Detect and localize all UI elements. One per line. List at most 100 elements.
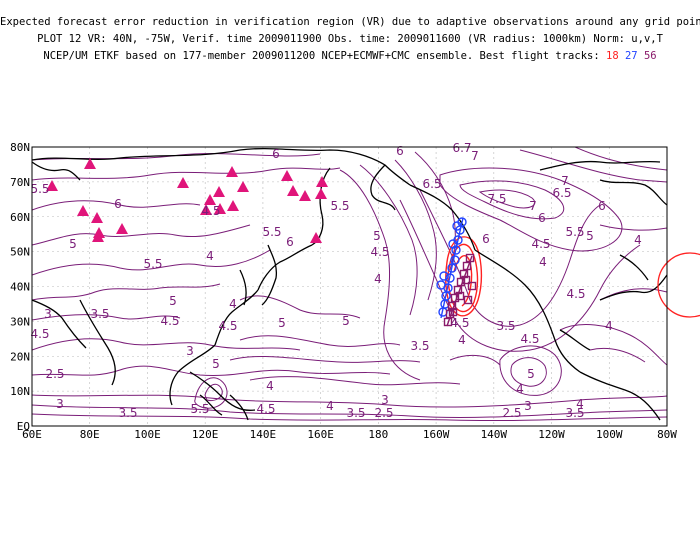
latitude-labels: 80N 70N 60N 50N 40N 30N 20N 10N EQ bbox=[10, 141, 30, 433]
contour-label: 3 bbox=[56, 397, 64, 411]
flight-tracks bbox=[436, 217, 479, 327]
observation-triangle bbox=[237, 181, 249, 192]
track-blue-marker bbox=[436, 280, 446, 290]
contour-label: 7 bbox=[471, 149, 479, 163]
longitude-label: 80E bbox=[80, 428, 100, 441]
contour-label: 5 bbox=[212, 357, 220, 371]
observation-triangle bbox=[91, 212, 103, 223]
observation-triangle bbox=[299, 190, 311, 201]
longitude-label: 140E bbox=[250, 428, 277, 441]
contour-label: 4.5 bbox=[566, 287, 585, 301]
contour-label: 3.5 bbox=[565, 406, 584, 420]
verification-region-circle bbox=[657, 252, 700, 318]
contour-label: 2.5 bbox=[45, 367, 64, 381]
contour-label: 7 bbox=[529, 199, 537, 213]
track-purple-marker bbox=[463, 295, 473, 305]
track-blue bbox=[440, 217, 464, 319]
contour-label: 3 bbox=[44, 307, 52, 321]
track-count-purple: 56 bbox=[643, 50, 657, 62]
observation-triangle bbox=[200, 204, 212, 215]
contour-label: 4 bbox=[576, 397, 584, 411]
track-purple-marker bbox=[461, 275, 471, 285]
contour-label: 7 bbox=[561, 174, 569, 188]
observation-markers bbox=[46, 158, 328, 243]
contour-label: 6 bbox=[114, 197, 122, 211]
latitude-label: EQ bbox=[17, 420, 30, 433]
observation-triangle bbox=[310, 232, 322, 243]
contour-label: 3 bbox=[186, 344, 194, 358]
contour-label: 4 bbox=[374, 272, 382, 286]
contour-label: 4.5 bbox=[201, 204, 220, 218]
longitude-label: 60E bbox=[22, 428, 42, 441]
contour-label: 6 bbox=[538, 211, 546, 225]
header-line-2: PLOT 12 VR: 40N, -75W, Verif. time 20090… bbox=[37, 33, 663, 45]
contour-label: 6.5 bbox=[422, 177, 441, 191]
contour-label: 4 bbox=[206, 249, 214, 263]
contour-label: 5 bbox=[169, 294, 177, 308]
contour-label: 6 bbox=[598, 199, 606, 213]
contour-label: 4.5 bbox=[370, 245, 389, 259]
contour-label: 4 bbox=[516, 382, 524, 396]
observation-triangle bbox=[204, 194, 216, 205]
contour-label: 5 bbox=[586, 229, 594, 243]
contour-label: 4.5 bbox=[256, 402, 275, 416]
latitude-label: 30N bbox=[10, 315, 30, 328]
observation-triangle bbox=[316, 176, 328, 187]
observation-triangle bbox=[46, 180, 58, 191]
contour-label: 4 bbox=[326, 399, 334, 413]
track-purple-marker bbox=[467, 281, 477, 291]
contour-label: 6.7 bbox=[452, 141, 471, 155]
contour-label: 3 bbox=[381, 393, 389, 407]
observation-triangle bbox=[116, 223, 128, 234]
contour-label: 2.5 bbox=[502, 406, 521, 420]
contour-label: 5.5 bbox=[190, 402, 209, 416]
track-red bbox=[447, 243, 479, 313]
contour-label: 4.5 bbox=[531, 237, 550, 251]
track-purple-marker bbox=[443, 317, 453, 327]
contour-label: 7.5 bbox=[487, 192, 506, 206]
contour-label: 4.5 bbox=[218, 319, 237, 333]
observation-triangle bbox=[227, 200, 239, 211]
contour-label: 6.5 bbox=[552, 186, 571, 200]
contour-label: 5.5 bbox=[262, 225, 281, 239]
contour-label: 3.5 bbox=[410, 339, 429, 353]
contour-label: 5.5 bbox=[143, 257, 162, 271]
observation-triangle bbox=[84, 158, 96, 169]
latitude-label: 40N bbox=[10, 281, 30, 294]
contour-label: 5.5 bbox=[330, 199, 349, 213]
contour-label: 6 bbox=[272, 147, 280, 161]
longitude-label: 160E bbox=[307, 428, 334, 441]
contour-label: 3.5 bbox=[496, 319, 515, 333]
longitude-labels: 60E 80E 100E 120E 140E 160E 180 160W 140W 120W 100… bbox=[22, 428, 677, 441]
observation-triangle bbox=[77, 205, 89, 216]
contour-label: 3.5 bbox=[346, 406, 365, 420]
observation-triangle bbox=[287, 185, 299, 196]
latitude-label: 20N bbox=[10, 350, 30, 363]
contour-label: 5 bbox=[373, 229, 381, 243]
map-frame bbox=[31, 146, 668, 427]
observation-triangle bbox=[177, 177, 189, 188]
coastlines bbox=[32, 147, 667, 421]
header-line-3: NCEP/UM ETKF based on 177-member 2009011… bbox=[0, 50, 700, 62]
contour-lines bbox=[32, 147, 667, 422]
observation-triangle bbox=[213, 186, 225, 197]
track-blue-marker bbox=[439, 271, 449, 281]
contour-label: 4 bbox=[539, 255, 547, 269]
contour-label: 5.5 bbox=[30, 182, 49, 196]
contour-label: 4 bbox=[634, 233, 642, 247]
contour-label: 4.5 bbox=[520, 332, 539, 346]
track-count-blue: 27 bbox=[624, 50, 638, 62]
contour-label: 3.5 bbox=[90, 307, 109, 321]
longitude-label: 140W bbox=[481, 428, 508, 441]
observation-triangle bbox=[315, 188, 327, 199]
contour-label: 3 bbox=[524, 399, 532, 413]
observation-triangle bbox=[214, 203, 226, 214]
contour-label: 6 bbox=[396, 144, 404, 158]
contour-label: 4.5 bbox=[160, 314, 179, 328]
header-line-1: Expected forecast error reduction in ver… bbox=[0, 16, 700, 28]
longitude-label: 120W bbox=[538, 428, 565, 441]
contour-label: 4.5 bbox=[450, 316, 469, 330]
contour-label: 6 bbox=[482, 232, 490, 246]
